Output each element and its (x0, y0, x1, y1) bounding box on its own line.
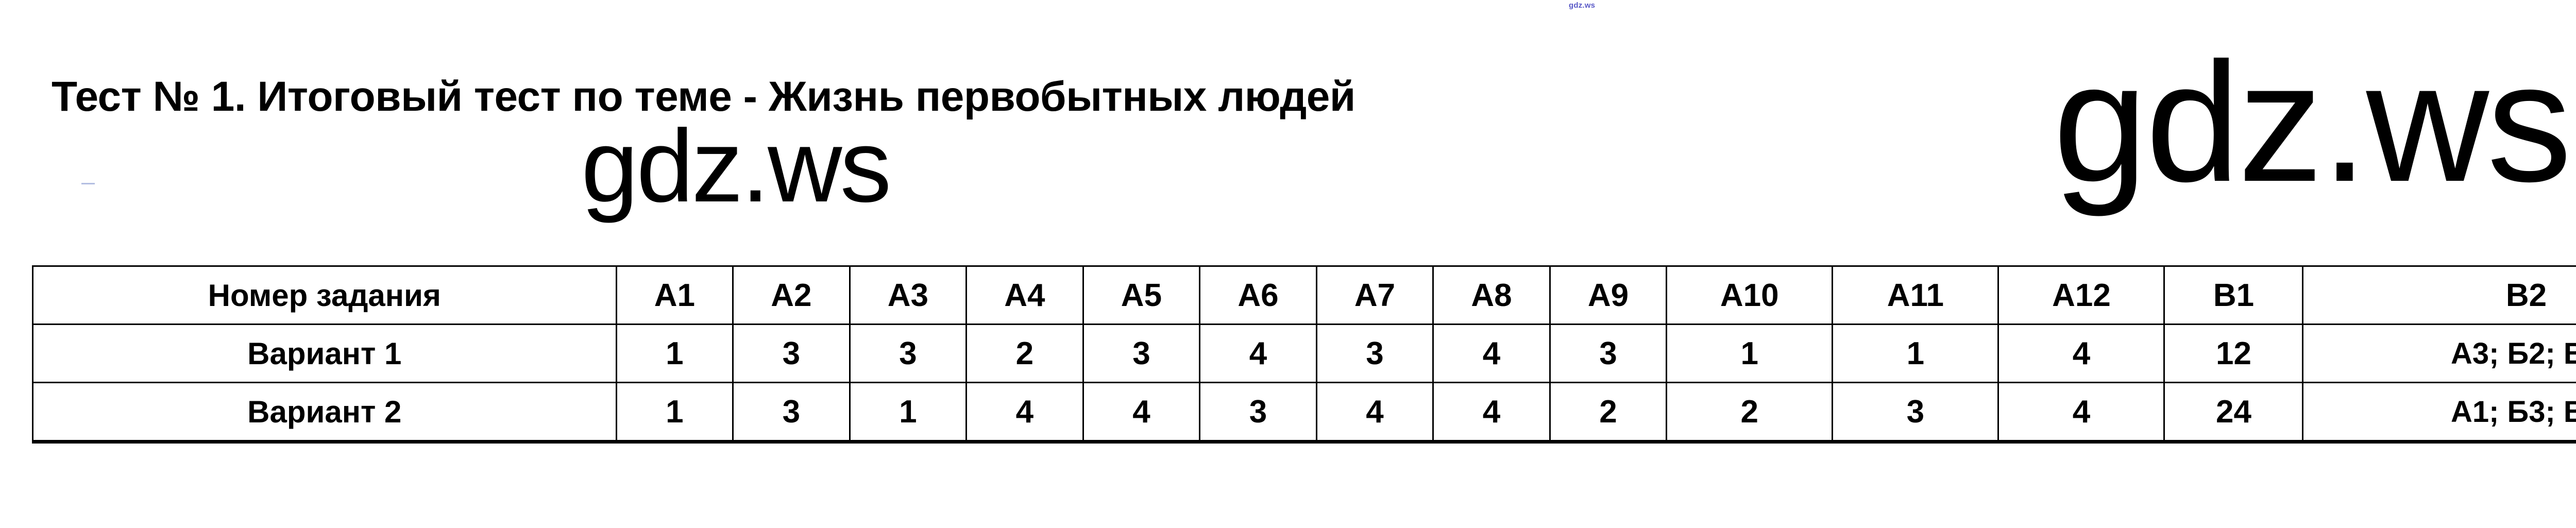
watermark-right: gdz.ws (2053, 27, 2572, 217)
cell-v2-b2: А1; Б3; В4 (2302, 382, 2576, 444)
cell-v1-a2: 3 (732, 323, 851, 383)
cell-v1-a7: 3 (1315, 323, 1434, 383)
table-row: Вариант 2 1 3 1 4 4 3 4 4 2 2 3 4 24 А1;… (32, 382, 2576, 444)
column-header-a10: А10 (1666, 265, 1834, 325)
cell-v1-a4: 2 (965, 323, 1084, 383)
cell-v2-a12: 4 (1997, 382, 2165, 444)
cell-v1-a11: 1 (1832, 323, 1999, 383)
cell-v1-a8: 4 (1432, 323, 1551, 383)
column-header-a8: А8 (1432, 265, 1551, 325)
cell-v1-a1: 1 (615, 323, 734, 383)
column-header-task-number: Номер задания (32, 265, 617, 325)
page-title: Тест № 1. Итоговый тест по теме - Жизнь … (52, 73, 1355, 120)
table-header-row: Номер задания А1 А2 А3 А4 А5 А6 А7 А8 А9… (32, 265, 2576, 325)
column-header-a9: А9 (1549, 265, 1668, 325)
column-header-b2: В2 (2302, 265, 2576, 325)
watermark-tiny-top: gdz.ws (1569, 1, 1596, 10)
column-header-a6: А6 (1199, 265, 1317, 325)
cell-v1-b1: 12 (2163, 323, 2304, 383)
column-header-a2: А2 (732, 265, 851, 325)
cell-v2-b1: 24 (2163, 382, 2304, 444)
cell-v2-a4: 4 (965, 382, 1084, 444)
cell-v2-a9: 2 (1549, 382, 1668, 444)
cell-v1-a9: 3 (1549, 323, 1668, 383)
column-header-b1: В1 (2163, 265, 2304, 325)
cell-v2-a8: 4 (1432, 382, 1551, 444)
column-header-a4: А4 (965, 265, 1084, 325)
cell-v1-a5: 3 (1082, 323, 1201, 383)
cell-v2-a7: 4 (1315, 382, 1434, 444)
cell-v2-a6: 3 (1199, 382, 1317, 444)
cell-v1-a12: 4 (1997, 323, 2165, 383)
cell-v2-a10: 2 (1666, 382, 1834, 444)
column-header-a7: А7 (1315, 265, 1434, 325)
cell-v1-b2: А3; Б2; В1 (2302, 323, 2576, 383)
row-label-variant-2: Вариант 2 (32, 382, 617, 444)
table-row: Вариант 1 1 3 3 2 3 4 3 4 3 1 1 4 12 А3;… (32, 323, 2576, 383)
cell-v1-a3: 3 (849, 323, 968, 383)
cell-v1-a10: 1 (1666, 323, 1834, 383)
cell-v2-a2: 3 (732, 382, 851, 444)
column-header-a11: А11 (1832, 265, 1999, 325)
cell-v1-a6: 4 (1199, 323, 1317, 383)
row-label-variant-1: Вариант 1 (32, 323, 617, 383)
answers-table: Номер задания А1 А2 А3 А4 А5 А6 А7 А8 А9… (32, 265, 2576, 444)
stray-ink-mark (81, 183, 95, 184)
cell-v2-a3: 1 (849, 382, 968, 444)
column-header-a1: А1 (615, 265, 734, 325)
watermark-center: gdz.ws (581, 109, 891, 224)
column-header-a12: А12 (1997, 265, 2165, 325)
column-header-a5: А5 (1082, 265, 1201, 325)
cell-v2-a5: 4 (1082, 382, 1201, 444)
cell-v2-a11: 3 (1832, 382, 1999, 444)
column-header-a3: А3 (849, 265, 968, 325)
cell-v2-a1: 1 (615, 382, 734, 444)
